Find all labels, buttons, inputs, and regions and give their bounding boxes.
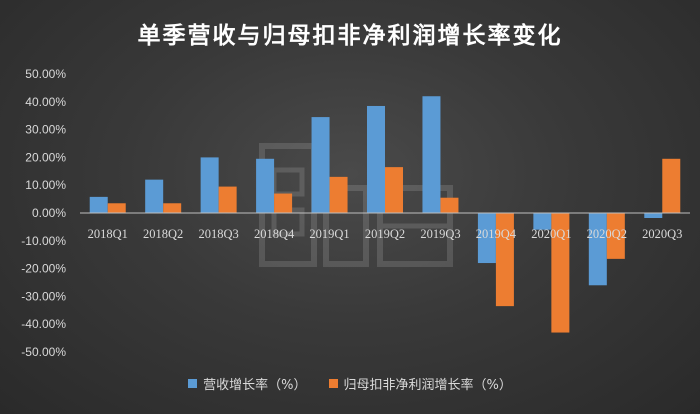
- y-tick-label: -10.00%: [21, 234, 66, 248]
- y-tick-label: 20.00%: [25, 150, 66, 164]
- y-tick-label: 40.00%: [25, 95, 66, 109]
- legend-label-profit: 归母扣非净利润增长率（%）: [343, 378, 512, 393]
- bar-profit-2018Q4: [274, 193, 293, 213]
- bar-revenue-2018Q2: [145, 179, 164, 213]
- bar-profit-2020Q3: [662, 158, 681, 213]
- x-tick-label: 2018Q1: [88, 227, 128, 241]
- bar-revenue-2019Q3: [422, 96, 441, 213]
- bar-profit-2018Q1: [107, 203, 126, 213]
- x-tick-label: 2020Q2: [587, 227, 627, 241]
- x-tick-label: 2019Q4: [476, 227, 517, 241]
- bar-revenue-2019Q2: [367, 105, 385, 213]
- y-axis: 50.00% 40.00% 30.00% 20.00% 10.00% 0.00% -10.0…: [21, 67, 66, 359]
- bar-revenue-2019Q4: [477, 213, 496, 264]
- x-tick-label: 2018Q3: [198, 227, 238, 241]
- x-tick-label: 2019Q2: [365, 227, 405, 241]
- y-tick-label: -50.00%: [21, 345, 66, 359]
- y-tick-label: 10.00%: [25, 178, 66, 192]
- y-tick-label: 50.00%: [25, 67, 66, 81]
- bar-profit-2020Q2: [606, 213, 625, 259]
- y-tick-label: -40.00%: [21, 317, 66, 331]
- legend-label-revenue: 营收增长率（%）: [203, 378, 307, 393]
- legend-swatch-revenue: [188, 379, 198, 388]
- bar-profit-2019Q2: [385, 167, 403, 213]
- x-axis: 2018Q1 2018Q2 2018Q3 2018Q4 2019Q1 2019Q2 2019…: [88, 227, 683, 241]
- bar-revenue-2018Q4: [256, 158, 275, 213]
- bar-profit-2019Q3: [440, 197, 459, 213]
- legend: 营收增长率（%） 归母扣非净利润增长率（%）: [0, 374, 700, 393]
- bar-revenue-2020Q1: [533, 213, 552, 230]
- bar-revenue-2018Q1: [89, 196, 108, 213]
- chart-title: 单季营收与归母扣非净利润增长率变化: [137, 23, 563, 49]
- legend-item-revenue: 营收增长率（%）: [188, 374, 307, 393]
- y-tick-label: -30.00%: [21, 289, 66, 303]
- x-tick-label: 2020Q1: [531, 227, 571, 241]
- bar-profit-2018Q3: [218, 186, 237, 213]
- x-tick-label: 2018Q4: [254, 227, 295, 241]
- bar-revenue-2019Q1: [311, 117, 330, 213]
- x-tick-label: 2020Q3: [642, 227, 682, 241]
- bar-profit-2018Q2: [163, 203, 182, 213]
- x-tick-label: 2018Q2: [143, 227, 183, 241]
- bar-profit-2019Q1: [329, 176, 348, 213]
- x-tick-label: 2019Q1: [309, 227, 349, 241]
- x-tick-label: 2019Q3: [420, 227, 460, 241]
- bar-revenue-2020Q3: [644, 213, 663, 219]
- y-tick-label: 30.00%: [25, 123, 66, 137]
- bar-profit-2019Q4: [495, 213, 514, 307]
- bar-revenue-2018Q3: [200, 157, 219, 213]
- bar-revenue-2020Q2: [588, 213, 607, 286]
- bar-profit-2020Q1: [551, 213, 570, 333]
- legend-swatch-profit: [328, 379, 338, 388]
- bars: [89, 96, 681, 333]
- legend-item-profit: 归母扣非净利润增长率（%）: [328, 374, 512, 393]
- y-tick-label: 0.00%: [32, 206, 66, 220]
- y-tick-label: -20.00%: [21, 262, 66, 276]
